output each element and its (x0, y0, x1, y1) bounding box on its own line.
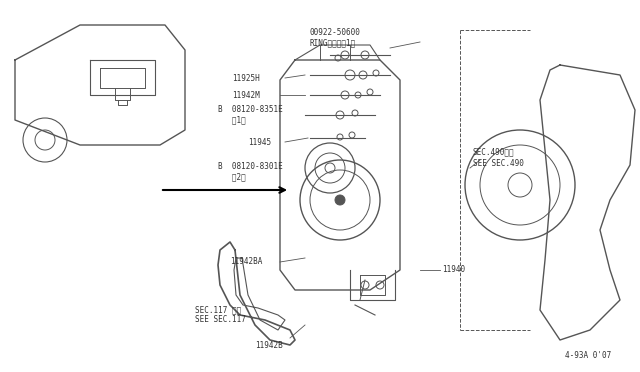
Text: 11942M: 11942M (232, 90, 260, 99)
Text: 11945: 11945 (248, 138, 271, 147)
Text: SEE SEC.490: SEE SEC.490 (473, 158, 524, 167)
Text: SEC.117 参照: SEC.117 参照 (195, 305, 241, 314)
Text: B  08120-8301E
   ＜2＞: B 08120-8301E ＜2＞ (218, 162, 283, 182)
Text: SEE SEC.117: SEE SEC.117 (195, 315, 246, 324)
Text: 11940: 11940 (442, 266, 465, 275)
Text: 11925H: 11925H (232, 74, 260, 83)
Text: 4-93A 0'07: 4-93A 0'07 (565, 350, 611, 359)
Text: SEC.490参照: SEC.490参照 (473, 148, 515, 157)
Circle shape (335, 195, 345, 205)
Text: 00922-50600
RINGリング＜1＞: 00922-50600 RINGリング＜1＞ (310, 28, 361, 48)
Text: 11942B: 11942B (255, 340, 283, 350)
Text: 11942BA: 11942BA (230, 257, 262, 266)
Text: B  08120-8351E
   ＜1＞: B 08120-8351E ＜1＞ (218, 105, 283, 125)
